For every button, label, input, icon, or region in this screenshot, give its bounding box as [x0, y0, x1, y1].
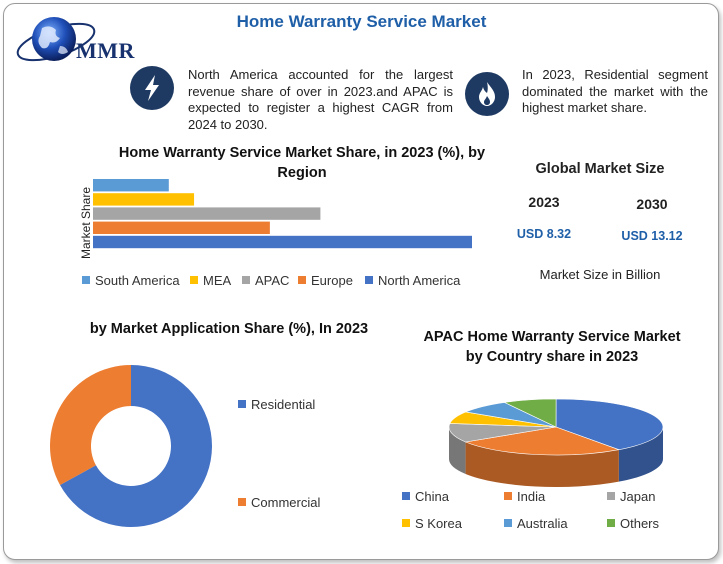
legend-label: MEA	[203, 273, 232, 288]
year-2030: 2030	[636, 196, 668, 212]
mmr-logo	[16, 17, 96, 62]
legend-swatch	[238, 400, 246, 408]
apac-legend-s-korea: S Korea	[402, 516, 462, 531]
region-legend-mea: MEA	[190, 273, 231, 288]
legend-swatch	[298, 276, 306, 284]
market-size-2023: USD 8.32	[516, 227, 572, 241]
pie-slice-japan	[448, 423, 557, 443]
pie-side-japan	[449, 427, 466, 474]
bar-south-america	[93, 179, 169, 192]
region-legend-apac: APAC	[242, 273, 289, 288]
bar-mea	[93, 193, 195, 206]
legend-label: South America	[95, 273, 180, 288]
region-legend-north-america: North America	[365, 273, 460, 288]
legend-swatch	[607, 492, 615, 500]
donut-slice-commercial	[49, 365, 131, 486]
legend-swatch	[242, 276, 250, 284]
bar-europe	[93, 221, 270, 234]
lightning-icon	[130, 66, 174, 110]
region-chart-title: Home Warranty Service Market Share, in 2…	[118, 145, 486, 181]
application-note: In 2023, Residential segment dominated t…	[522, 67, 708, 115]
region-legend-europe: Europe	[298, 273, 353, 288]
pie-slice-china	[555, 398, 664, 450]
donut-slice-residential	[60, 365, 212, 527]
pie-slice-india	[464, 426, 620, 456]
legend-swatch	[190, 276, 198, 284]
legend-label: North America	[378, 273, 461, 288]
legend-swatch	[504, 519, 512, 527]
application-legend-commercial: Commercial	[238, 495, 320, 510]
apac-legend-australia: Australia	[504, 516, 568, 531]
pie-slice-others	[503, 398, 557, 428]
apac-legend-india: India	[504, 489, 545, 504]
legend-swatch	[82, 276, 90, 284]
legend-label: India	[517, 489, 546, 504]
legend-label: APAC	[255, 273, 290, 288]
application-legend-residential: Residential	[238, 397, 315, 412]
region-legend-south-america: South America	[82, 273, 180, 288]
logo-text: MMR	[76, 38, 135, 63]
year-2023: 2023	[528, 194, 560, 210]
apac-legend-japan: Japan	[607, 489, 655, 504]
bar-apac	[93, 207, 321, 220]
legend-label: Australia	[517, 516, 568, 531]
application-chart-title: by Market Application Share (%), In 2023	[89, 321, 369, 337]
apac-legend-china: China	[402, 489, 449, 504]
legend-label: Europe	[311, 273, 353, 288]
pie-side-china	[618, 427, 663, 482]
legend-swatch	[607, 519, 615, 527]
legend-swatch	[504, 492, 512, 500]
market-size-unit: Market Size in Billion	[539, 267, 661, 282]
legend-label: Commercial	[251, 495, 321, 510]
bar-north-america	[93, 235, 472, 249]
legend-label: Japan	[620, 489, 656, 504]
legend-swatch	[238, 498, 246, 506]
apac-legend-others: Others	[607, 516, 659, 531]
apac-chart-title: APAC Home Warranty Service Market by Cou…	[423, 329, 681, 365]
legend-swatch	[402, 492, 410, 500]
legend-swatch	[402, 519, 410, 527]
region-note: North America accounted for the largest …	[188, 67, 453, 132]
legend-label: Residential	[251, 397, 316, 412]
region-bar-chart	[93, 179, 472, 249]
page-title: Home Warranty Service Market	[236, 12, 487, 31]
pie-side-india	[465, 441, 619, 488]
global-market-title: Global Market Size	[535, 161, 665, 177]
legend-label: Others	[620, 516, 660, 531]
legend-label: China	[415, 489, 449, 504]
legend-swatch	[365, 276, 373, 284]
flame-icon	[465, 72, 509, 116]
market-size-2030: USD 13.12	[621, 229, 683, 243]
legend-label: S Korea	[415, 516, 462, 531]
